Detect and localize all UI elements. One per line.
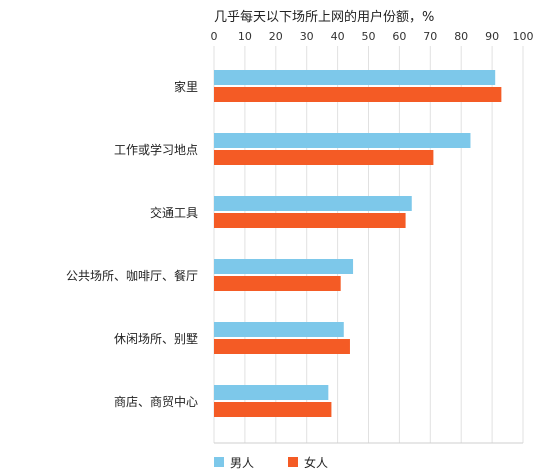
legend-label: 男人 — [230, 456, 254, 470]
bar-women — [214, 402, 332, 417]
x-tick-label: 70 — [423, 30, 437, 43]
bar-women — [214, 213, 406, 228]
bar-men — [214, 133, 471, 148]
x-tick-label: 40 — [331, 30, 345, 43]
bar-women — [214, 87, 502, 102]
bar-women — [214, 339, 350, 354]
legend-swatch — [214, 457, 224, 467]
bar-men — [214, 70, 496, 85]
x-tick-label: 10 — [238, 30, 252, 43]
bar-men — [214, 196, 412, 211]
x-tick-label: 60 — [392, 30, 406, 43]
x-tick-label: 30 — [300, 30, 314, 43]
bar-men — [214, 259, 354, 274]
legend-swatch — [288, 457, 298, 467]
category-label: 公共场所、咖啡厅、餐厅 — [66, 268, 198, 283]
category-label: 交通工具 — [150, 205, 198, 220]
x-tick-label: 80 — [454, 30, 468, 43]
bar-men — [214, 322, 344, 337]
category-label: 商店、商贸中心 — [114, 394, 198, 409]
x-tick-label: 90 — [485, 30, 499, 43]
x-tick-label: 100 — [513, 30, 534, 43]
category-label: 工作或学习地点 — [114, 142, 198, 157]
x-tick-label: 50 — [362, 30, 376, 43]
category-label: 休闲场所、别墅 — [114, 332, 198, 346]
x-tick-label: 20 — [269, 30, 283, 43]
legend-label: 女人 — [304, 455, 328, 470]
bar-men — [214, 385, 329, 400]
bar-women — [214, 276, 341, 291]
chart-title: 几乎每天以下场所上网的用户份额，% — [214, 10, 435, 25]
category-label: 家里 — [174, 79, 198, 94]
bar-women — [214, 150, 434, 165]
x-tick-label: 0 — [211, 30, 218, 43]
